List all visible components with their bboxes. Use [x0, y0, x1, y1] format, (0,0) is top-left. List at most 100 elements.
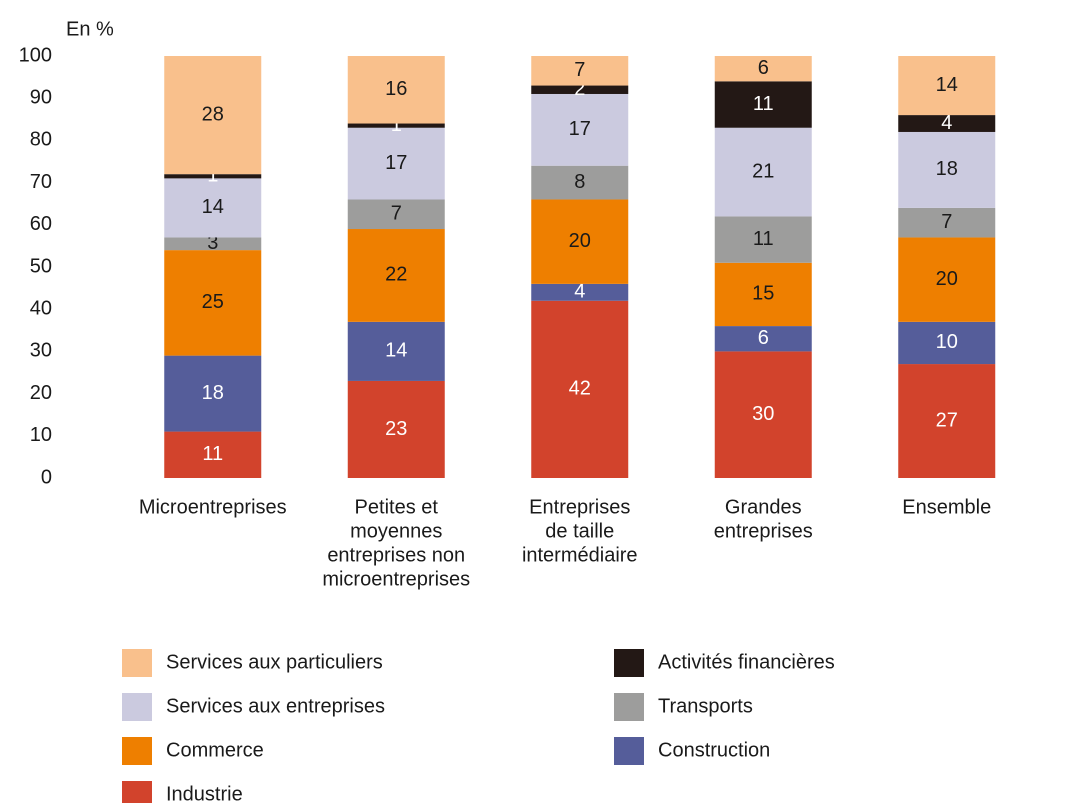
legend-label: Activités financières	[658, 651, 835, 673]
data-label: 15	[752, 283, 774, 305]
x-tick-label: entreprises non	[327, 544, 465, 566]
bar-segment	[531, 56, 629, 86]
bar-segment	[347, 56, 445, 124]
x-tick-label: entreprises	[714, 520, 813, 542]
bar-segment	[898, 364, 996, 478]
bar-segment	[714, 81, 812, 128]
y-tick-label: 60	[30, 213, 52, 235]
data-label: 6	[758, 327, 769, 349]
data-label: 17	[385, 152, 407, 174]
bar-segment	[531, 93, 629, 166]
y-tick-label: 10	[30, 424, 52, 446]
data-label: 18	[936, 158, 958, 180]
legend-label: Construction	[658, 739, 770, 761]
data-label: 14	[202, 196, 224, 218]
bar-segment	[531, 165, 629, 200]
data-label: 18	[202, 382, 224, 404]
legend-label: Services aux entreprises	[166, 695, 385, 717]
legend-swatch	[122, 693, 152, 721]
bar-segment	[164, 250, 262, 356]
x-tick-label: Petites et	[355, 496, 439, 518]
x-tick-label: de taille	[545, 520, 614, 542]
data-label: 10	[936, 331, 958, 353]
data-label: 2	[574, 78, 585, 100]
y-axis-label: En %	[66, 18, 114, 40]
data-label: 4	[941, 112, 952, 134]
bar-segment	[714, 127, 812, 217]
bar-segment	[714, 351, 812, 478]
bar-segment	[531, 85, 629, 94]
bar-segment	[898, 56, 996, 116]
data-label: 3	[207, 232, 218, 254]
y-tick-label: 100	[19, 44, 52, 66]
bar-segment	[898, 237, 996, 322]
data-label: 23	[385, 418, 407, 440]
x-tick-label: Ensemble	[902, 496, 991, 518]
data-label: 11	[753, 93, 774, 115]
y-tick-label: 40	[30, 297, 52, 319]
data-label: 8	[574, 171, 585, 193]
legend-swatch	[122, 737, 152, 765]
data-label: 27	[936, 409, 958, 431]
x-tick-label: microentreprises	[322, 568, 470, 590]
data-label: 7	[941, 211, 952, 233]
bar-segment	[898, 115, 996, 132]
bar-segment	[714, 56, 812, 82]
bar-segment	[164, 237, 262, 251]
legend-swatch	[614, 737, 644, 765]
data-label: 14	[385, 340, 407, 362]
bar-segment	[347, 127, 445, 200]
x-tick-label: Microentreprises	[139, 496, 287, 518]
bar-segment	[347, 321, 445, 381]
data-label: 6	[758, 57, 769, 79]
data-label: 7	[574, 59, 585, 81]
bar-segment	[531, 283, 629, 301]
y-tick-label: 70	[30, 171, 52, 193]
bar-segment	[347, 229, 445, 322]
data-label: 21	[752, 160, 774, 182]
data-label: 28	[202, 103, 224, 125]
bar-segment	[898, 321, 996, 365]
data-label: 30	[752, 403, 774, 425]
bar-segment	[347, 123, 445, 128]
bar-segment	[531, 199, 629, 284]
bar-segment	[164, 355, 262, 432]
data-label: 25	[202, 291, 224, 313]
legend-swatch	[122, 649, 152, 677]
data-label: 22	[385, 264, 407, 286]
data-label: 14	[936, 74, 958, 96]
x-tick-label: Entreprises	[529, 496, 630, 518]
bar-segment	[164, 174, 262, 179]
bar-segment	[164, 178, 262, 238]
data-label: 4	[574, 281, 585, 303]
x-tick-label: Grandes	[725, 496, 802, 518]
legend-swatch	[614, 693, 644, 721]
y-tick-label: 30	[30, 340, 52, 362]
data-label: 7	[391, 203, 402, 225]
data-label: 42	[569, 378, 591, 400]
bar-segment	[347, 199, 445, 230]
bar-segment	[898, 131, 996, 208]
data-label: 1	[207, 165, 218, 187]
legend-label: Transports	[658, 695, 753, 717]
legend-swatch	[614, 649, 644, 677]
bar-segment	[714, 262, 812, 327]
data-label: 16	[385, 78, 407, 100]
x-tick-label: moyennes	[350, 520, 442, 542]
legend-label: Services aux particuliers	[166, 651, 383, 673]
y-tick-label: 50	[30, 255, 52, 277]
data-label: 11	[753, 228, 774, 250]
data-label: 11	[202, 443, 223, 465]
data-label: 20	[569, 230, 591, 252]
legend-label: Industrie	[166, 783, 243, 803]
y-tick-label: 0	[41, 466, 52, 488]
bar-segment	[531, 300, 629, 478]
bar-segment	[164, 56, 262, 175]
legend-swatch	[122, 781, 152, 803]
legend-label: Commerce	[166, 739, 264, 761]
y-tick-label: 20	[30, 382, 52, 404]
y-tick-label: 90	[30, 86, 52, 108]
bar-segment	[164, 431, 262, 478]
bar-segment	[714, 326, 812, 352]
bar-segment	[714, 216, 812, 263]
